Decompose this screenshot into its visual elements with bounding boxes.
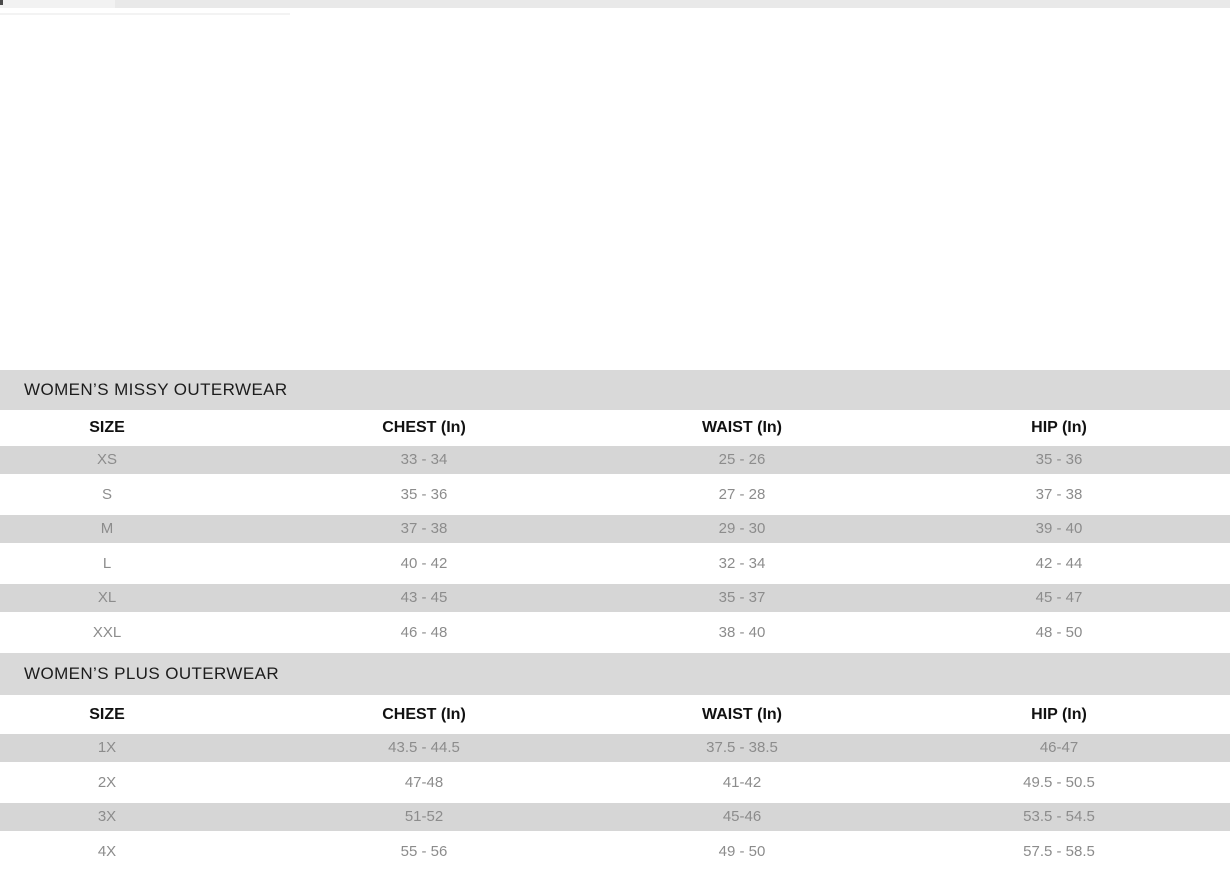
cell-chest: 46 - 48 (214, 619, 634, 654)
cell-chest: 40 - 42 (214, 550, 634, 585)
cell-hip: 46-47 (850, 734, 1230, 769)
cell-size: XL (0, 584, 214, 619)
section-title-missy: WOMEN’S MISSY OUTERWEAR (24, 380, 288, 400)
cell-chest: 43.5 - 44.5 (214, 734, 634, 769)
column-header-row: SIZE CHEST (In) WAIST (In) HIP (In) (0, 410, 1230, 446)
cell-hip: 42 - 44 (850, 550, 1230, 585)
table-row-m: M 37 - 38 29 - 30 39 - 40 (0, 515, 1230, 550)
cell-hip: 57.5 - 58.5 (850, 838, 1230, 872)
cell-waist: 37.5 - 38.5 (634, 734, 850, 769)
table-row-xs: XS 33 - 34 25 - 26 35 - 36 (0, 446, 1230, 481)
table-row-3x: 3X 51-52 45-46 53.5 - 54.5 (0, 803, 1230, 838)
column-header-row: SIZE CHEST (In) WAIST (In) HIP (In) (0, 695, 1230, 734)
top-strip-light-segment (0, 0, 115, 8)
cell-chest: 43 - 45 (214, 584, 634, 619)
corner-mark (0, 0, 3, 5)
column-header-waist: WAIST (In) (634, 410, 850, 446)
column-header-chest: CHEST (In) (214, 695, 634, 734)
cell-size: XS (0, 446, 214, 481)
cell-size: 4X (0, 838, 214, 872)
cell-waist: 45-46 (634, 803, 850, 838)
table-row-xl: XL 43 - 45 35 - 37 45 - 47 (0, 584, 1230, 619)
cell-size: 1X (0, 734, 214, 769)
cell-chest: 55 - 56 (214, 838, 634, 872)
table-row-2x: 2X 47-48 41-42 49.5 - 50.5 (0, 769, 1230, 804)
column-header-hip: HIP (In) (850, 410, 1230, 446)
cell-chest: 37 - 38 (214, 515, 634, 550)
cell-waist: 38 - 40 (634, 619, 850, 654)
column-header-size: SIZE (0, 410, 214, 446)
table-row-1x: 1X 43.5 - 44.5 37.5 - 38.5 46-47 (0, 734, 1230, 769)
section-header-missy: WOMEN’S MISSY OUTERWEAR (0, 370, 1230, 410)
table-row-4x: 4X 55 - 56 49 - 50 57.5 - 58.5 (0, 838, 1230, 872)
cell-waist: 29 - 30 (634, 515, 850, 550)
table-row-l: L 40 - 42 32 - 34 42 - 44 (0, 550, 1230, 585)
column-header-waist: WAIST (In) (634, 695, 850, 734)
cell-waist: 25 - 26 (634, 446, 850, 481)
plus-size-table: SIZE CHEST (In) WAIST (In) HIP (In) 1X 4… (0, 695, 1230, 872)
cell-size: M (0, 515, 214, 550)
cell-hip: 49.5 - 50.5 (850, 769, 1230, 804)
cell-size: 2X (0, 769, 214, 804)
cell-waist: 32 - 34 (634, 550, 850, 585)
column-header-chest: CHEST (In) (214, 410, 634, 446)
column-header-hip: HIP (In) (850, 695, 1230, 734)
top-strip (0, 0, 1230, 8)
cell-hip: 37 - 38 (850, 481, 1230, 516)
table-row-s: S 35 - 36 27 - 28 37 - 38 (0, 481, 1230, 516)
cell-waist: 27 - 28 (634, 481, 850, 516)
cell-hip: 35 - 36 (850, 446, 1230, 481)
cell-waist: 41-42 (634, 769, 850, 804)
missy-size-table: SIZE CHEST (In) WAIST (In) HIP (In) XS 3… (0, 410, 1230, 653)
cell-size: XXL (0, 619, 214, 654)
cell-hip: 53.5 - 54.5 (850, 803, 1230, 838)
cell-chest: 35 - 36 (214, 481, 634, 516)
cell-hip: 48 - 50 (850, 619, 1230, 654)
cell-chest: 47-48 (214, 769, 634, 804)
cell-chest: 51-52 (214, 803, 634, 838)
cell-size: 3X (0, 803, 214, 838)
cell-waist: 49 - 50 (634, 838, 850, 872)
cell-size: S (0, 481, 214, 516)
table-row-xxl: XXL 46 - 48 38 - 40 48 - 50 (0, 619, 1230, 654)
cell-hip: 45 - 47 (850, 584, 1230, 619)
cell-chest: 33 - 34 (214, 446, 634, 481)
cell-waist: 35 - 37 (634, 584, 850, 619)
section-title-plus: WOMEN’S PLUS OUTERWEAR (24, 664, 279, 684)
section-header-plus: WOMEN’S PLUS OUTERWEAR (0, 653, 1230, 695)
cell-hip: 39 - 40 (850, 515, 1230, 550)
hairline-divider (0, 13, 290, 15)
size-chart: WOMEN’S MISSY OUTERWEAR SIZE CHEST (In) … (0, 370, 1230, 872)
column-header-size: SIZE (0, 695, 214, 734)
cell-size: L (0, 550, 214, 585)
